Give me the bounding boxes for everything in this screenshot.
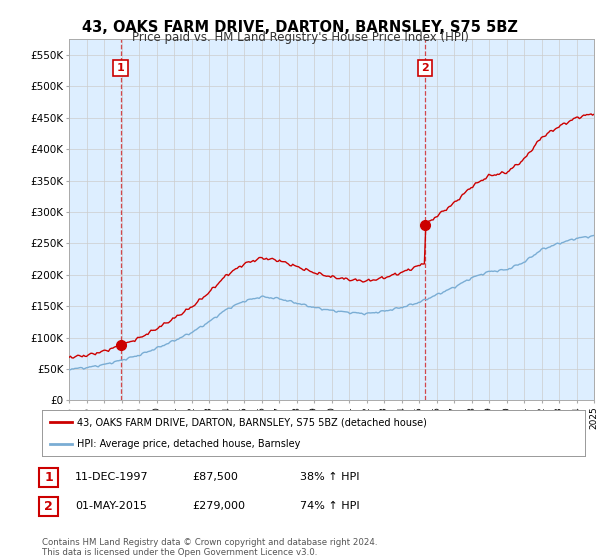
Text: 01-MAY-2015: 01-MAY-2015 [75,501,147,511]
Text: Contains HM Land Registry data © Crown copyright and database right 2024.
This d: Contains HM Land Registry data © Crown c… [42,538,377,557]
Text: HPI: Average price, detached house, Barnsley: HPI: Average price, detached house, Barn… [77,439,301,449]
Text: 43, OAKS FARM DRIVE, DARTON, BARNSLEY, S75 5BZ: 43, OAKS FARM DRIVE, DARTON, BARNSLEY, S… [82,20,518,35]
Text: 43, OAKS FARM DRIVE, DARTON, BARNSLEY, S75 5BZ (detached house): 43, OAKS FARM DRIVE, DARTON, BARNSLEY, S… [77,417,427,427]
Text: 1: 1 [44,470,53,484]
Text: 1: 1 [117,63,125,73]
Text: 2: 2 [421,63,428,73]
Text: 11-DEC-1997: 11-DEC-1997 [75,472,149,482]
Text: 74% ↑ HPI: 74% ↑ HPI [300,501,359,511]
Text: 38% ↑ HPI: 38% ↑ HPI [300,472,359,482]
Text: £279,000: £279,000 [192,501,245,511]
Text: £87,500: £87,500 [192,472,238,482]
Text: Price paid vs. HM Land Registry's House Price Index (HPI): Price paid vs. HM Land Registry's House … [131,31,469,44]
Text: 2: 2 [44,500,53,513]
